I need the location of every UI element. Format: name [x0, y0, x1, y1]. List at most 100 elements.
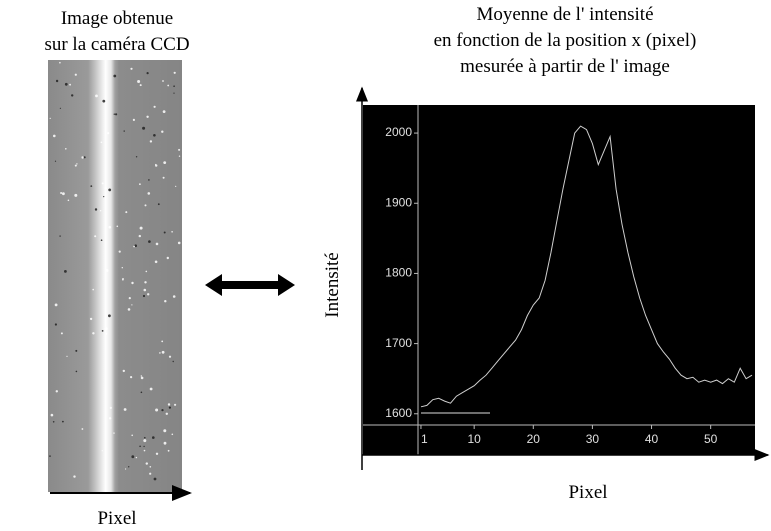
ccd-speckle: [74, 193, 78, 197]
ccd-speckle: [102, 99, 106, 103]
ccd-speckle: [108, 225, 112, 229]
ccd-speckle: [108, 417, 112, 420]
ccd-speckle: [100, 141, 103, 144]
ccd-speckle: [53, 134, 56, 138]
ccd-speckle: [149, 140, 153, 143]
ccd-speckle: [143, 445, 145, 448]
ccd-speckle: [105, 269, 109, 272]
ccd-speckle: [99, 210, 102, 212]
ccd-speckle: [131, 434, 133, 437]
ccd-speckle: [130, 67, 133, 70]
ccd-speckle: [113, 74, 117, 78]
ccd-speckle: [55, 79, 59, 83]
ccd-speckle: [147, 192, 151, 195]
ccd-speckle: [131, 281, 134, 285]
ccd-speckle: [55, 390, 58, 393]
ccd-speckle: [122, 369, 126, 373]
ccd-speckle: [142, 294, 146, 298]
ccd-speckle: [166, 256, 169, 260]
ccd-speckle: [54, 303, 58, 307]
ccd-speckle: [133, 245, 136, 248]
ccd-speckle: [139, 183, 141, 186]
ccd-speckle: [153, 134, 156, 137]
ccd-speckle: [105, 332, 108, 335]
ccd-speckle: [177, 241, 181, 245]
plot: 1600 1700 1800 1900 2000 1 10 20 30 40 50: [385, 125, 753, 446]
ccd-speckle: [178, 148, 181, 151]
ccd-speckle: [157, 203, 160, 206]
ccd-speckle: [71, 94, 74, 97]
ccd-speckle: [163, 161, 167, 165]
ccd-speckle: [101, 450, 103, 452]
ccd-speckle: [163, 231, 166, 234]
ccd-speckle: [162, 110, 166, 113]
ccd-image-background: [48, 60, 182, 492]
chart-title: mesurée à partir de l' image: [460, 56, 670, 77]
ccd-speckle: [94, 235, 97, 238]
ccd-speckle: [74, 164, 77, 167]
ccd-speckle: [121, 267, 124, 269]
ccd-speckle: [113, 113, 116, 115]
ccd-speckle: [109, 406, 112, 409]
ccd-speckle: [76, 163, 78, 165]
ccd-speckle: [101, 182, 104, 185]
ccd-speckle: [100, 239, 103, 241]
x-tick-label: 10: [467, 432, 481, 446]
ccd-speckle: [168, 355, 172, 358]
ccd-speckle: [130, 376, 133, 379]
ccd-speckle: [127, 308, 131, 311]
ccd-speckle: [104, 187, 107, 190]
ccd-speckle: [154, 260, 158, 264]
ccd-speckle: [103, 196, 105, 198]
ccd-speckle: [54, 323, 58, 326]
image-title: sur la caméra CCD: [44, 34, 189, 55]
ccd-speckle: [62, 420, 64, 423]
ccd-speckle: [52, 421, 55, 423]
ccd-speckle: [134, 244, 137, 247]
ccd-speckle: [172, 295, 176, 298]
ccd-speckle: [125, 211, 128, 214]
ccd-speckle: [174, 403, 177, 406]
ccd-speckle: [69, 83, 71, 86]
ccd-speckle: [162, 176, 165, 179]
x-tick-label: 50: [704, 432, 718, 446]
ccd-speckle: [113, 432, 115, 434]
ccd-speckle: [137, 80, 141, 83]
ccd-speckle: [67, 199, 70, 202]
double-arrow-shape: [205, 274, 295, 296]
ccd-speckle: [155, 242, 159, 246]
ccd-speckle: [116, 225, 119, 228]
ccd-speckle: [147, 293, 150, 296]
ccd-speckle: [144, 204, 147, 207]
ccd-speckle: [161, 340, 164, 343]
x-tick-label: 40: [645, 432, 659, 446]
ccd-speckle: [60, 332, 63, 335]
ccd-speckle: [54, 160, 57, 162]
ccd-speckle: [145, 270, 148, 273]
ccd-speckle: [167, 403, 171, 406]
ccd-speckle: [115, 113, 118, 116]
ccd-speckle: [142, 126, 146, 130]
data-line: [420, 125, 753, 408]
ccd-speckle: [163, 429, 167, 433]
ccd-speckle: [149, 472, 152, 475]
ccd-speckle: [149, 466, 152, 468]
ccd-speckle: [131, 304, 133, 306]
ccd-speckle: [139, 226, 143, 230]
ccd-speckle: [139, 445, 141, 448]
y-tick-label: 1900: [385, 195, 412, 209]
y-axis-label: Intensité: [322, 252, 343, 317]
x-axis-label: Pixel: [568, 482, 607, 503]
ccd-speckle: [145, 462, 148, 465]
ccd-speckle: [167, 84, 170, 87]
ccd-speckle: [66, 355, 68, 357]
ccd-speckle: [74, 73, 77, 76]
ccd-speckle: [59, 107, 62, 109]
image-title: Image obtenue: [61, 8, 173, 29]
ccd-speckle: [107, 132, 110, 135]
image-x-label: Pixel: [97, 508, 136, 529]
ccd-speckle: [167, 449, 170, 452]
ccd-speckle: [101, 330, 104, 332]
ccd-speckle: [75, 370, 78, 373]
